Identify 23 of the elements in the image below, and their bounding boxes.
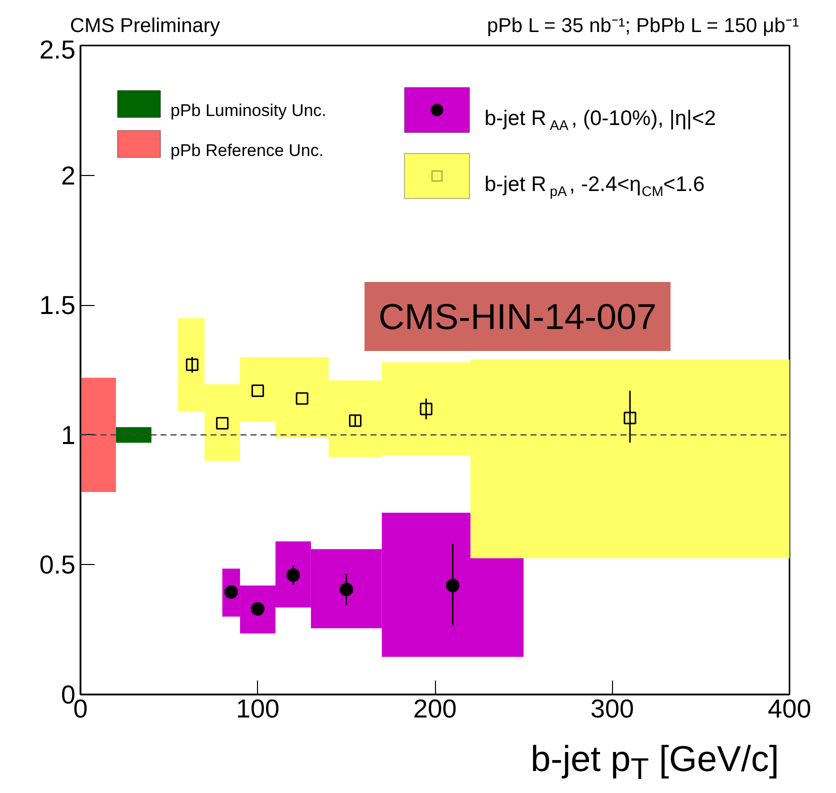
point (446, 578, 460, 592)
point (296, 392, 308, 405)
chart-subtitle: pPb L = 35 nb⁻¹; PbPb L = 150 μb⁻¹ (486, 14, 799, 39)
point (624, 412, 636, 424)
x-tick-label: 100 (236, 694, 280, 724)
point (420, 402, 432, 416)
legend-label: pPb Reference Unc. (170, 141, 324, 160)
y-tick-label: 2 (61, 160, 76, 190)
x-tick-label: 200 (413, 694, 457, 724)
x-tick-label: 400 (768, 694, 812, 724)
x-tick-label: 300 (590, 694, 634, 724)
y-tick-label: 1 (61, 420, 76, 450)
point (348, 414, 362, 427)
point (252, 384, 264, 398)
point (186, 358, 198, 372)
y-tick-label: 0.5 (39, 550, 76, 580)
point (216, 416, 229, 430)
x-axis-title: b-jet p$_{T}$ [GeV/c] (530, 738, 779, 788)
annotation: CMS-HIN-14-007 (378, 296, 657, 337)
point (286, 568, 300, 582)
legend-label: pPb Luminosity Unc. (170, 101, 326, 120)
y-tick-label: 1.5 (39, 290, 76, 320)
point (340, 582, 354, 596)
